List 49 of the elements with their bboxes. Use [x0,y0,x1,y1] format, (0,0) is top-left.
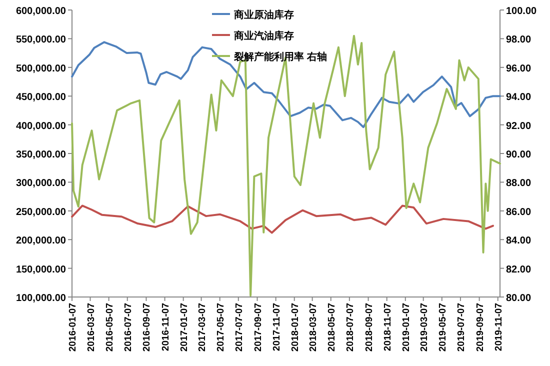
x-tick-label: 2018-11-07 [382,303,394,352]
x-tick-label: 2017-05-07 [215,303,226,352]
y-tick-label: 300,000.00 [16,178,66,190]
legend-label: 商业汽油库存 [233,30,294,42]
x-tick-label: 2019-09-07 [474,303,486,352]
y2-tick-label: 80.00 [506,293,532,304]
y2-tick-label: 92.00 [506,120,532,132]
legend-label: 裂解产能利用率 右轴 [233,51,327,63]
y2-tick-label: 98.00 [506,34,532,46]
y2-tick-label: 88.00 [506,178,532,190]
y-tick-label: 250,000.00 [16,206,66,218]
y2-tick-label: 84.00 [506,236,532,247]
x-tick-label: 2017-03-07 [196,303,208,352]
y-tick-label: 400,000.00 [16,120,66,132]
x-tick-label: 2017-01-07 [178,303,190,352]
y-tick-label: 600,000.00 [16,6,66,17]
y-tick-label: 350,000.00 [16,150,66,160]
x-tick-label: 2017-09-07 [252,303,264,352]
x-tick-label: 2017-07-07 [234,303,245,352]
y-tick-label: 200,000.00 [16,236,66,247]
y2-tick-label: 94.00 [506,92,532,104]
x-tick-label: 2019-03-07 [418,303,430,352]
y2-tick-label: 100.00 [506,6,538,17]
y2-tick-label: 90.00 [506,150,532,160]
y-tick-label: 150,000.00 [16,264,66,276]
x-tick-label: 2016-01-07 [68,303,78,352]
x-tick-label: 2017-11-07 [271,303,282,352]
y-tick-label: 500,000.00 [16,63,66,74]
x-tick-label: 2019-05-07 [437,303,448,352]
x-tick-label: 2016-05-07 [104,303,116,352]
y-tick-label: 550,000.00 [16,34,66,46]
y2-tick-label: 86.00 [506,206,532,218]
x-tick-label: 2016-09-07 [142,303,153,352]
x-tick-label: 2018-01-07 [290,303,301,352]
x-tick-label: 2018-05-07 [326,303,338,352]
x-tick-label: 2016-03-07 [86,303,97,352]
x-tick-label: 2019-11-07 [493,303,504,352]
x-tick-label: 2016-07-07 [122,303,134,352]
y2-tick-label: 82.00 [506,264,532,276]
x-tick-label: 2018-07-07 [344,303,356,352]
x-tick-label: 2016-11-07 [160,303,172,352]
legend-label: 商业原油库存 [233,9,294,21]
x-tick-label: 2018-03-07 [308,303,319,352]
x-tick-label: 2018-09-07 [364,303,375,352]
y2-tick-label: 96.00 [506,63,532,74]
x-tick-label: 2019-07-07 [456,303,467,352]
y-tick-label: 100,000.00 [16,293,66,304]
x-tick-label: 2019-01-07 [400,303,412,352]
y-tick-label: 450,000.00 [16,92,66,104]
